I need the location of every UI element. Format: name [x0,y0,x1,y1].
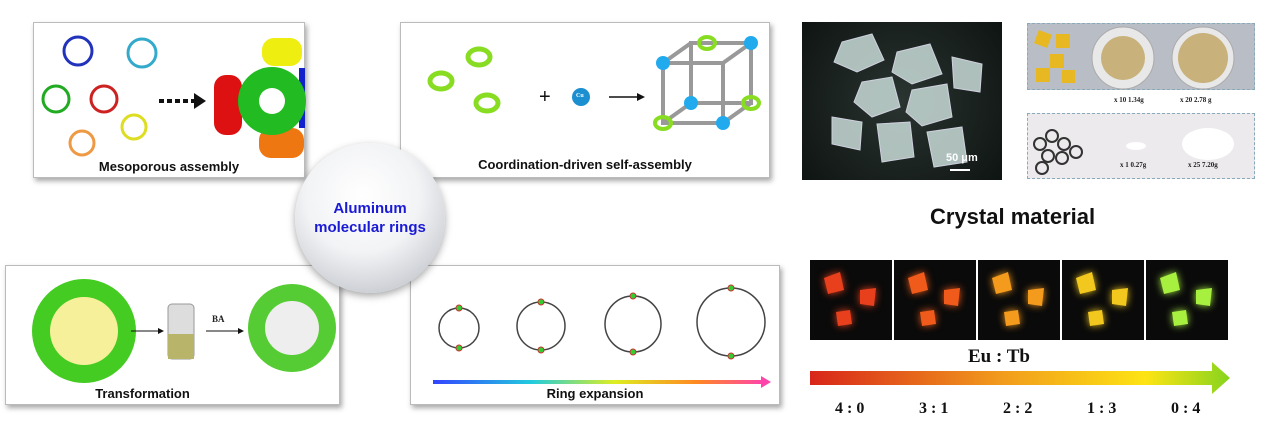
ring-expansion-panel: Ring expansion [410,265,780,405]
ratio-label: 4 : 0 [835,400,865,417]
cu-ion-icon [572,88,590,106]
yield-label-3: x 1 0.27g [1120,161,1147,169]
luminescence-photo [978,260,1060,340]
yield-label-1: x 10 1.34g [1114,96,1144,104]
mesoporous-assembly-panel: Mesoporous assembly [33,22,306,178]
ba-label: BA [212,314,225,324]
luminescence-photo [1146,260,1228,340]
ratio-label: 1 : 3 [1087,400,1117,417]
transformation-label: Transformation [95,386,190,401]
ring-expansion-illustration [433,284,771,388]
yellow-crystal-yield-photo [1027,23,1255,90]
yield-label-4: x 25 7.20g [1188,161,1218,169]
coordination-illustration: + [427,35,761,131]
ratio-label: 2 : 2 [1003,400,1033,417]
scale-bar-label: 50 μm [946,152,978,164]
luminescence-photo [1062,260,1144,340]
ratio-label: 0 : 4 [1171,400,1201,417]
coordination-panel: + Cu Coordination-driven self-assembly [400,22,770,178]
coordination-label: Coordination-driven self-assembly [478,157,692,172]
ring-expansion-label: Ring expansion [546,386,644,401]
cu-label: Cu [576,93,584,99]
eu-tb-label: Eu : Tb [968,346,1030,367]
crystal-material-title: Crystal material [930,204,1096,229]
transformation-panel: BA Transformation [5,265,340,405]
aluminum-rings-hub: Aluminum molecular rings [295,143,445,293]
ratio-gradient-arrow [810,362,1230,394]
svg-text:+: + [539,86,551,108]
ratio-label: 3 : 1 [919,400,949,417]
transformation-illustration [32,279,336,383]
luminescence-photo [810,260,892,340]
crystal-micrograph: 50 μm [802,22,1002,180]
mesoporous-illustration [41,35,306,158]
luminescence-strip [810,260,1228,340]
hub-title: Aluminum molecular rings [314,200,426,236]
white-crystal-yield-photo: x 1 0.27g x 25 7.20g [1027,113,1255,179]
yield-label-2: x 20 2.78 g [1180,96,1212,104]
mesoporous-label: Mesoporous assembly [98,159,240,174]
luminescence-photo [894,260,976,340]
